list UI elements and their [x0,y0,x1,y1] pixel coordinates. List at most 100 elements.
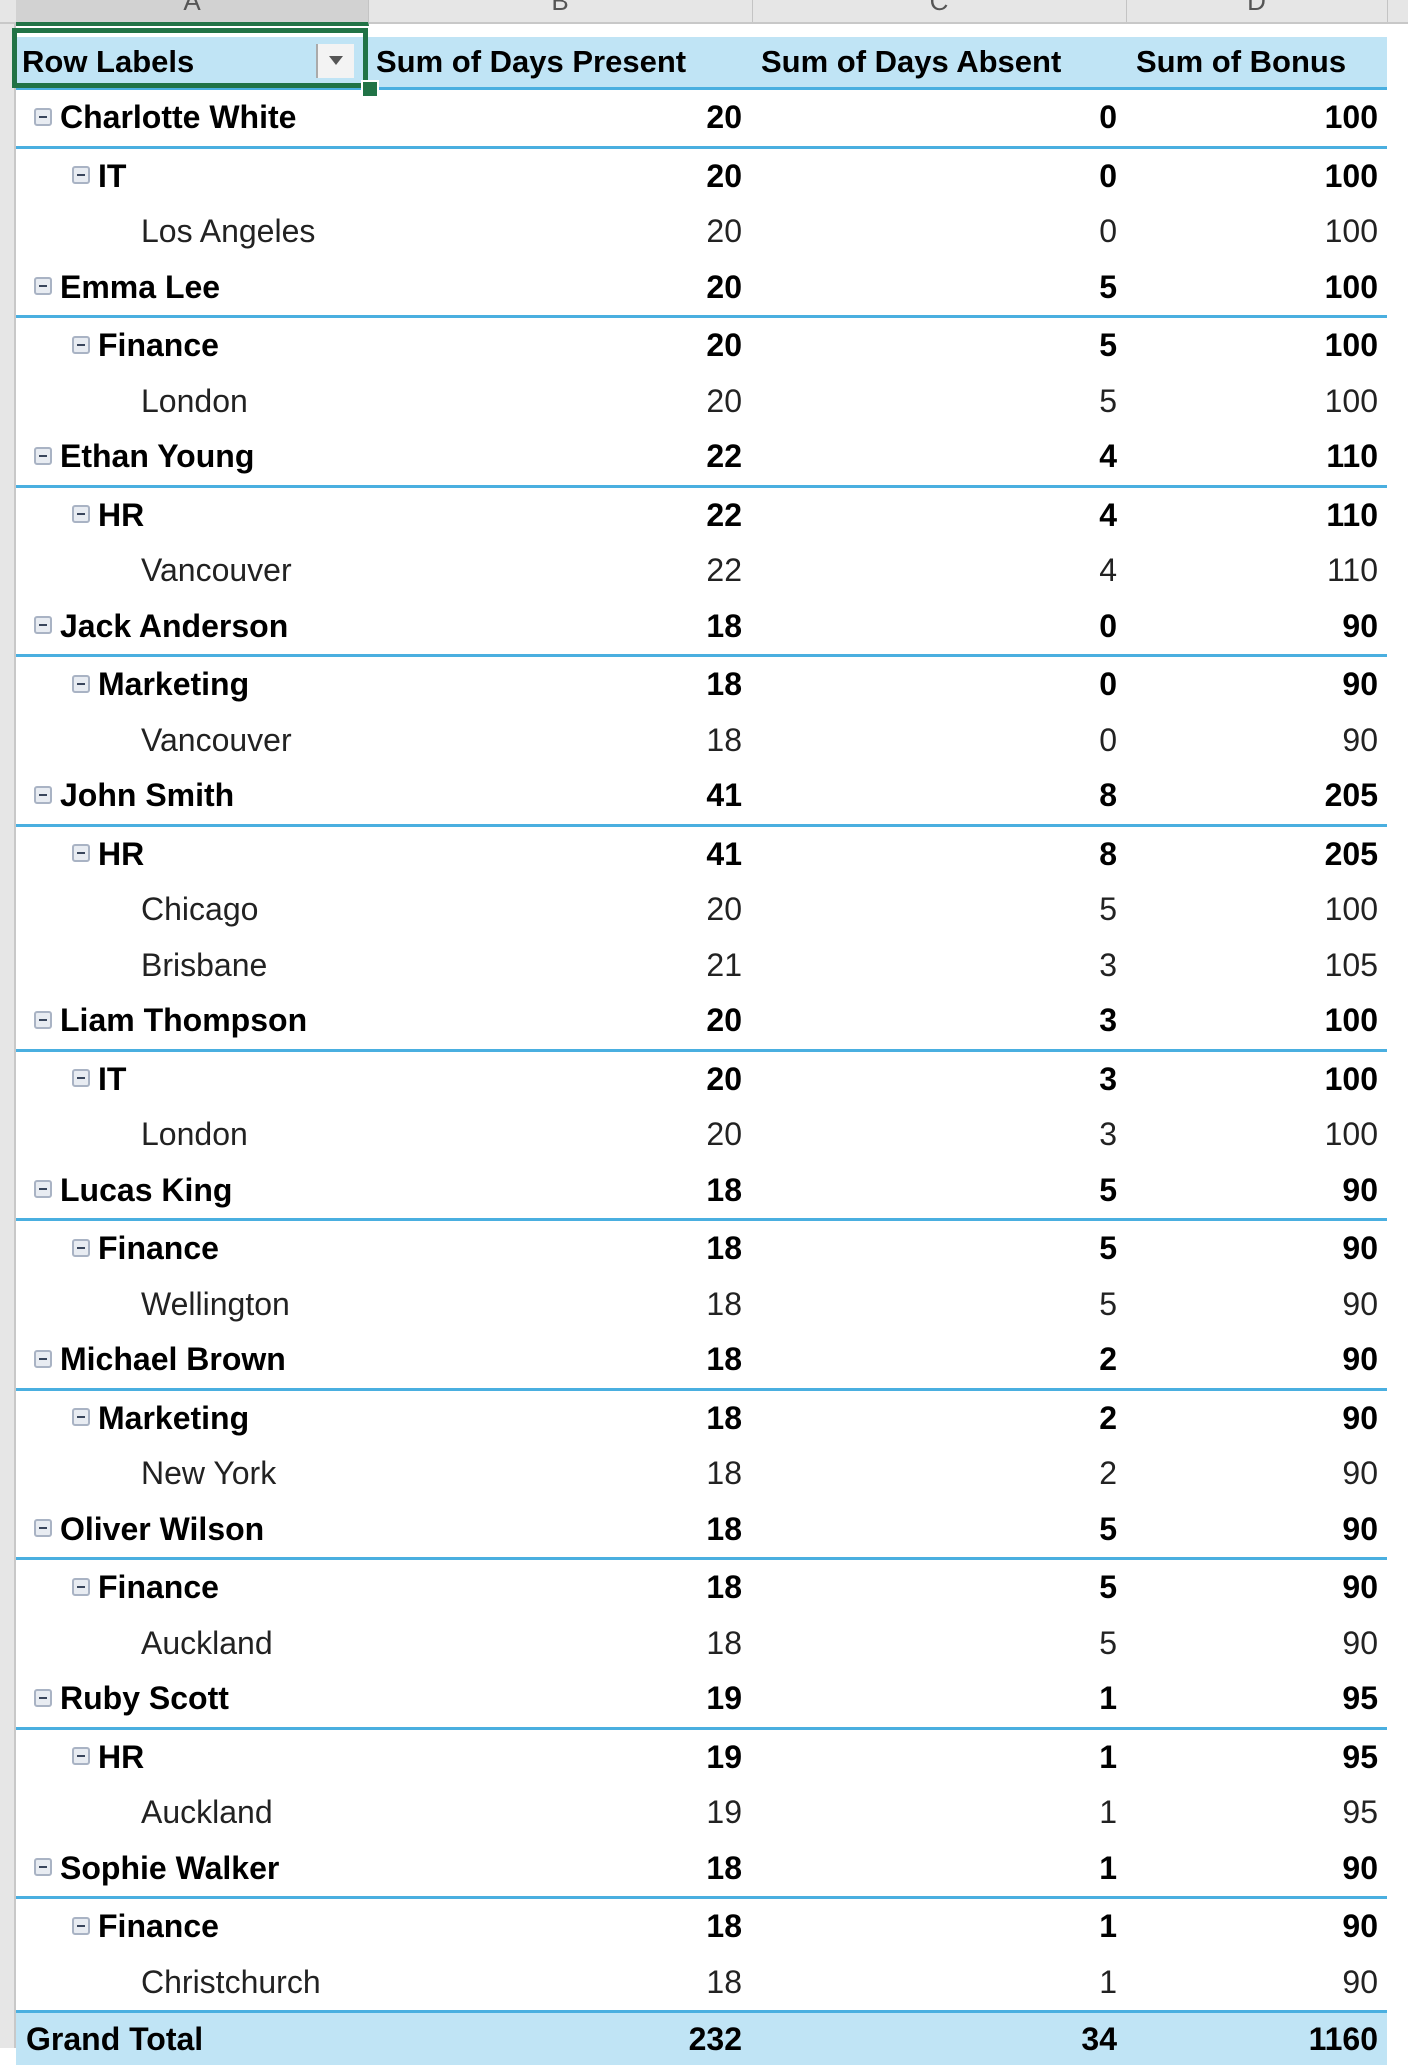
value-bonus: 100 [1324,157,1378,194]
pivot-row-level-0[interactable]: John Smith 41 8 205 [16,768,1387,827]
pivot-row-level-1[interactable]: Marketing 18 0 90 [16,657,1387,713]
row-labels-header[interactable]: Row Labels [22,44,195,79]
value-present: 18 [706,1230,742,1266]
value-present: 20 [706,1116,742,1152]
pivot-row-level-2[interactable]: Christchurch 18 1 90 [16,1955,1387,2011]
pivot-row-level-0[interactable]: Emma Lee 20 5 100 [16,260,1387,318]
value-absent: 5 [1099,1510,1117,1547]
value-absent: 1 [1099,1680,1117,1716]
pivot-row-level-2[interactable]: Brisbane 21 3 105 [16,938,1387,994]
pivot-row-level-0[interactable]: Jack Anderson 18 0 90 [16,599,1387,657]
value-absent: 2 [1099,1399,1117,1436]
collapse-toggle-icon[interactable] [34,1010,52,1029]
column-header-a[interactable]: A [16,0,369,26]
pivot-row-level-0[interactable]: Lucas King 18 5 90 [16,1163,1387,1221]
pivot-row-level-2[interactable]: London 20 3 100 [16,1107,1387,1163]
value-absent: 5 [1099,891,1117,927]
pivot-row-level-0[interactable]: Michael Brown 18 2 90 [16,1332,1387,1391]
column-header-c[interactable]: C [752,0,1127,22]
row-label: IT [72,1052,126,1108]
value-bonus: 100 [1324,327,1378,363]
pivot-row-level-1[interactable]: Finance 18 1 90 [16,1899,1387,1955]
collapse-toggle-icon[interactable] [72,505,90,524]
collapse-toggle-icon[interactable] [34,1688,52,1707]
value-present: 22 [706,438,742,474]
collapse-toggle-icon[interactable] [72,1577,90,1596]
pivot-row-level-1[interactable]: HR 41 8 205 [16,827,1387,883]
value-bonus: 90 [1342,666,1378,702]
row-label-text: HR [98,835,145,872]
row-label: Chicago [141,882,258,938]
row-label: HR [72,488,144,544]
pivot-row-level-1[interactable]: Finance 18 5 90 [16,1221,1387,1277]
collapse-toggle-icon[interactable] [72,335,90,354]
pivot-row-level-2[interactable]: Vancouver 18 0 90 [16,713,1387,769]
value-present: 18 [706,1171,742,1208]
value-present: 41 [706,835,742,872]
pivot-row-level-2[interactable]: Auckland 18 5 90 [16,1616,1387,1672]
row-label: HR [72,1730,144,1786]
row-label-text: Charlotte White [60,99,297,135]
pivot-row-level-0[interactable]: Oliver Wilson 18 5 90 [16,1502,1387,1560]
pivot-row-level-0[interactable]: Liam Thompson 20 3 100 [16,993,1387,1052]
pivot-row-level-1[interactable]: Marketing 18 2 90 [16,1391,1387,1447]
value-bonus: 90 [1342,607,1378,644]
collapse-toggle-icon[interactable] [34,446,52,465]
column-header-d[interactable]: D [1126,0,1388,22]
value-present: 22 [706,552,742,588]
row-label-text: Lucas King [60,1171,233,1208]
column-header-b[interactable]: B [368,0,753,22]
collapse-toggle-icon[interactable] [34,785,52,804]
value-absent: 2 [1099,1455,1117,1491]
collapse-toggle-icon[interactable] [72,166,90,185]
pivot-row-level-2[interactable]: Chicago 20 5 100 [16,882,1387,938]
pivot-row-level-2[interactable]: New York 18 2 90 [16,1446,1387,1502]
row-labels-filter-dropdown[interactable] [316,44,354,78]
value-present: 18 [706,721,742,758]
collapse-toggle-icon[interactable] [72,1916,90,1935]
pivot-row-level-0[interactable]: Sophie Walker 18 1 90 [16,1841,1387,1899]
fill-handle[interactable] [361,80,379,98]
collapse-toggle-icon[interactable] [72,1069,90,1088]
pivot-row-level-1[interactable]: Finance 18 5 90 [16,1560,1387,1616]
pivot-row-level-2[interactable]: Los Angeles 20 0 100 [16,204,1387,260]
collapse-toggle-icon[interactable] [72,844,90,863]
pivot-row-level-2[interactable]: Vancouver 22 4 110 [16,543,1387,599]
row-label: John Smith [34,768,234,824]
collapse-toggle-icon[interactable] [34,1180,52,1199]
pivot-row-level-0[interactable]: Charlotte White 20 0 100 [16,90,1387,149]
collapse-toggle-icon[interactable] [72,1408,90,1427]
collapse-toggle-icon[interactable] [72,1747,90,1766]
value-present: 20 [706,891,742,927]
pivot-row-level-2[interactable]: London 20 5 100 [16,374,1387,430]
pivot-row-level-1[interactable]: IT 20 0 100 [16,149,1387,205]
row-label: Finance [72,1221,219,1277]
pivot-row-level-1[interactable]: Finance 20 5 100 [16,318,1387,374]
value-absent: 5 [1099,1230,1117,1266]
collapse-toggle-icon[interactable] [72,674,90,693]
pivot-row-level-1[interactable]: HR 22 4 110 [16,488,1387,544]
pivot-row-level-0[interactable]: Ethan Young 22 4 110 [16,429,1387,488]
value-absent: 0 [1099,213,1117,249]
collapse-toggle-icon[interactable] [34,616,52,635]
pivot-row-level-0[interactable]: Ruby Scott 19 1 95 [16,1671,1387,1730]
collapse-toggle-icon[interactable] [72,1238,90,1257]
value-absent: 5 [1099,327,1117,363]
row-label-text: London [141,1116,248,1152]
collapse-toggle-icon[interactable] [34,277,52,296]
pivot-table: Row Labels Sum of Days Present Sum of Da… [16,37,1387,2065]
row-label: Vancouver [141,713,292,769]
collapse-toggle-icon[interactable] [34,1858,52,1877]
collapse-toggle-icon[interactable] [34,107,52,126]
row-label: Sophie Walker [34,1841,279,1897]
row-label-text: IT [98,1060,127,1097]
pivot-row-level-2[interactable]: Auckland 19 1 95 [16,1785,1387,1841]
row-label: Christchurch [141,1955,321,2011]
pivot-row-level-1[interactable]: HR 19 1 95 [16,1730,1387,1786]
collapse-toggle-icon[interactable] [34,1519,52,1538]
pivot-header-row: Row Labels Sum of Days Present Sum of Da… [16,37,1387,90]
pivot-row-level-2[interactable]: Wellington 18 5 90 [16,1277,1387,1333]
row-label: Los Angeles [141,204,315,260]
collapse-toggle-icon[interactable] [34,1349,52,1368]
pivot-row-level-1[interactable]: IT 20 3 100 [16,1052,1387,1108]
